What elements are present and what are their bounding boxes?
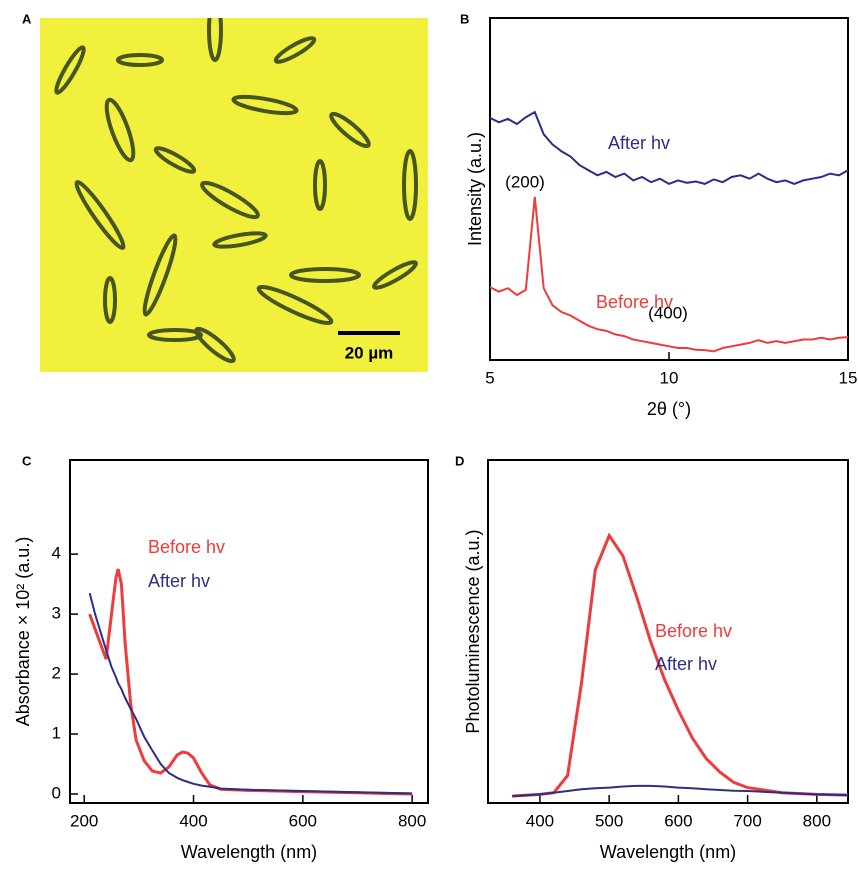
- x-axis-label: 2θ (°): [647, 399, 691, 419]
- y-tick-label: 3: [52, 604, 61, 623]
- series-label: After hv: [655, 654, 717, 674]
- x-axis-label: Wavelength (nm): [600, 842, 736, 862]
- y-tick-label: 1: [52, 724, 61, 743]
- y-axis-label: Intensity (a.u.): [465, 132, 485, 246]
- x-axis-label: Wavelength (nm): [181, 842, 317, 862]
- y-tick-label: 2: [52, 664, 61, 683]
- scale-bar-label: 20 µm: [345, 343, 394, 362]
- series-label: Before hv: [148, 537, 225, 557]
- series-label: After hv: [148, 571, 210, 591]
- x-tick-label: 700: [733, 811, 761, 830]
- x-tick-label: 800: [803, 811, 831, 830]
- panel-label: C: [22, 453, 32, 468]
- series-label: After hv: [608, 133, 670, 153]
- series-line: [512, 784, 849, 798]
- x-tick-label: 5: [485, 368, 494, 387]
- x-tick-label: 400: [179, 811, 207, 830]
- series-label: Before hv: [596, 292, 673, 312]
- y-axis-label: Absorbance × 10² (a.u.): [13, 537, 33, 727]
- series-line: [88, 592, 413, 795]
- x-tick-label: 200: [70, 811, 98, 830]
- series-line: [512, 532, 849, 798]
- x-tick-label: 10: [660, 368, 679, 387]
- panel-label: A: [22, 11, 32, 26]
- plot-frame: [69, 459, 429, 804]
- y-axis-label: Photoluminescence (a.u.): [463, 529, 483, 733]
- x-tick-label: 400: [526, 811, 554, 830]
- series-line: [88, 568, 413, 796]
- x-tick-label: 600: [289, 811, 317, 830]
- x-tick-label: 600: [664, 811, 692, 830]
- y-tick-label: 4: [52, 544, 61, 563]
- x-tick-label: 800: [398, 811, 426, 830]
- crystals: [54, 18, 418, 364]
- series-label: Before hv: [655, 621, 732, 641]
- y-tick-label: 0: [52, 783, 61, 802]
- panel-label: B: [460, 11, 469, 26]
- panel-label: D: [455, 453, 464, 468]
- plot-frame: [487, 459, 849, 804]
- series-line: [489, 196, 849, 353]
- annotation: (400): [648, 303, 688, 322]
- series-line: [489, 110, 849, 186]
- x-tick-label: 500: [595, 811, 623, 830]
- x-tick-label: 15: [839, 368, 858, 387]
- annotation: (200): [505, 172, 545, 191]
